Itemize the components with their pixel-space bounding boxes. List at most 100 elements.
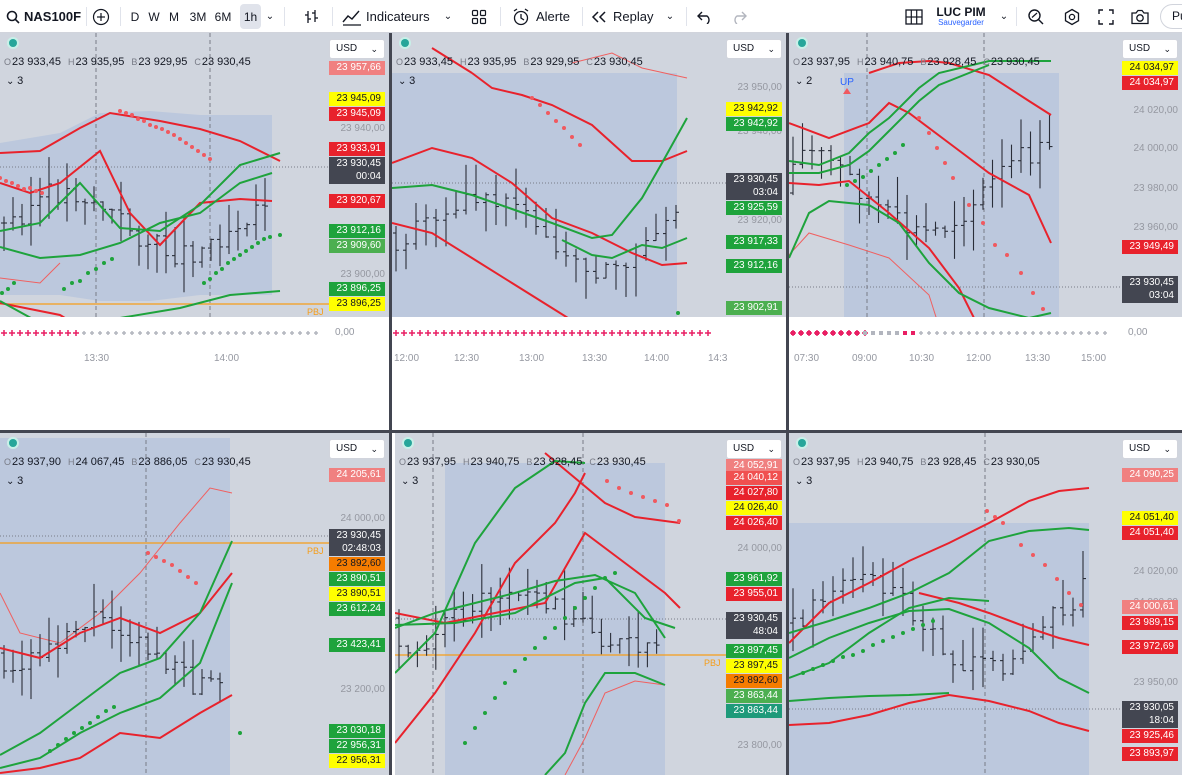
- save-layout-link[interactable]: Sauvegarder: [938, 17, 984, 27]
- currency-select[interactable]: USD ⌄: [329, 39, 385, 59]
- interval-w[interactable]: W: [148, 9, 160, 24]
- market-status-dot[interactable]: [9, 439, 17, 447]
- sar-dot-red: [148, 123, 152, 127]
- price-plot-area[interactable]: [789, 433, 1122, 775]
- settings-gear-icon[interactable]: [1060, 0, 1084, 33]
- time-axis[interactable]: 12:00 12:30 13:00 13:30 14:00 14:3: [392, 347, 786, 370]
- symbol-label[interactable]: NAS100F: [24, 9, 82, 24]
- undo-icon[interactable]: [694, 0, 716, 33]
- interval-1h[interactable]: 1h: [240, 4, 261, 29]
- snapshot-camera-icon[interactable]: [1128, 0, 1152, 33]
- green-band-line: [0, 152, 281, 233]
- currency-select[interactable]: USD ⌄: [1122, 39, 1178, 59]
- red-band-line: [789, 693, 1090, 732]
- time-axis[interactable]: 13:30 14:00: [0, 347, 389, 370]
- indicators-dropdown-icon[interactable]: ⌄: [443, 11, 453, 22]
- fullscreen-icon[interactable]: [1094, 0, 1118, 33]
- chart-pane-bottom-left[interactable]: 24 000,00 23 200,00 O23 937,90 H24 067,45 B2…: [0, 433, 389, 775]
- sar-dot-green: [202, 281, 206, 285]
- alert-clock-icon[interactable]: [508, 0, 534, 33]
- interval-dropdown-icon[interactable]: ⌄: [265, 11, 275, 22]
- compare-add-icon[interactable]: [90, 0, 112, 33]
- interval-6m[interactable]: 6M: [214, 9, 232, 24]
- replay-dropdown-icon[interactable]: ⌄: [665, 11, 675, 22]
- interval-3m[interactable]: 3M: [189, 9, 207, 24]
- replay-button[interactable]: Replay: [613, 9, 654, 24]
- market-status-dot[interactable]: [798, 439, 806, 447]
- ohlc-legend: O23 933,45 H23 935,95 B23 929,95 C23 930,45: [4, 56, 258, 68]
- pane-divider-vertical-2[interactable]: [786, 33, 789, 775]
- replay-icon[interactable]: [588, 0, 610, 33]
- price-plot-area[interactable]: [0, 33, 329, 317]
- pane-divider-vertical-1[interactable]: [389, 33, 392, 775]
- price-plot-area[interactable]: [0, 433, 329, 775]
- sar-dot-red: [665, 503, 669, 507]
- alert-button[interactable]: Alerte: [536, 9, 570, 24]
- indicator-collapse-toggle[interactable]: ⌄ 3: [398, 75, 415, 87]
- sar-dot-green: [503, 681, 507, 685]
- bar-style-icon[interactable]: [298, 0, 324, 33]
- time-axis[interactable]: 07:30 09:00 10:30 12:00 13:30 15:00: [789, 347, 1182, 370]
- price-tag-value: 23 930,45: [1129, 277, 1175, 288]
- price-level-tag: 24 051,40: [1122, 526, 1178, 540]
- price-tick-label: 23 900,00: [340, 269, 386, 280]
- interval-m[interactable]: M: [169, 9, 179, 24]
- price-tag-value: 23 942,92: [733, 103, 779, 114]
- sar-dot-red: [554, 119, 558, 123]
- sar-dot-red: [1041, 307, 1045, 311]
- layout-name-block[interactable]: LUC PIM Sauvegarder: [930, 0, 992, 33]
- price-plot-area[interactable]: [789, 33, 1122, 317]
- layout-dropdown-icon[interactable]: ⌄: [999, 11, 1009, 22]
- publish-button[interactable]: Pu: [1160, 4, 1182, 29]
- indicator-subpane[interactable]: 0,00: [0, 317, 389, 347]
- channel-fill: [0, 438, 230, 775]
- last-price-tag: 23 930,45 03:04: [726, 173, 782, 200]
- symbol-search-icon[interactable]: [4, 0, 22, 33]
- sar-dot-green: [911, 627, 915, 631]
- sar-dot-green: [493, 696, 497, 700]
- red-band-line: [471, 72, 688, 162]
- price-tag-value: 23 897,45: [733, 645, 779, 656]
- chart-pane-bottom-middle[interactable]: 24 000,00 23 800,00 O23 937,95 H23 940,75 B2…: [395, 433, 786, 775]
- market-status-dot[interactable]: [404, 439, 412, 447]
- chart-pane-top-right[interactable]: 24 020,00 24 000,00 23 980,00 23 960,00 O23 …: [789, 33, 1182, 370]
- indicator-collapse-toggle[interactable]: ⌄ 2: [795, 75, 812, 87]
- price-plot-area[interactable]: [392, 33, 726, 317]
- market-status-dot[interactable]: [401, 39, 409, 47]
- chart-pane-top-middle[interactable]: 23 950,00 23 940,00 23 920,00 O23 933,45 H23…: [392, 33, 786, 370]
- quick-search-icon[interactable]: [1024, 0, 1048, 33]
- sar-dot-green: [861, 175, 865, 179]
- price-level-tag: 23 925,46: [1122, 729, 1178, 743]
- indicator-collapse-toggle[interactable]: ⌄ 3: [6, 75, 23, 87]
- indicators-icon[interactable]: [340, 0, 364, 33]
- price-tick-label: 23 940,00: [340, 123, 386, 134]
- interval-d[interactable]: D: [130, 9, 140, 24]
- price-tag-value: 23 961,92: [733, 573, 779, 584]
- indicator-subpane[interactable]: [392, 317, 786, 347]
- redo-icon[interactable]: [728, 0, 750, 33]
- indicator-collapse-toggle[interactable]: ⌄ 3: [795, 475, 812, 487]
- market-status-dot[interactable]: [9, 39, 17, 47]
- market-status-dot[interactable]: [798, 39, 806, 47]
- green-band-line: [789, 692, 950, 702]
- currency-select[interactable]: USD ⌄: [1122, 439, 1178, 459]
- currency-select[interactable]: USD ⌄: [726, 39, 782, 59]
- indicator-subpane[interactable]: 0,00: [789, 317, 1182, 347]
- indicator-count: 3: [409, 75, 416, 87]
- price-tag-value: 23 920,67: [336, 195, 382, 206]
- currency-select[interactable]: USD ⌄: [329, 439, 385, 459]
- indicator-collapse-toggle[interactable]: ⌄ 3: [6, 475, 23, 487]
- ohlc-key: H: [856, 57, 864, 67]
- indicators-button[interactable]: Indicateurs: [366, 9, 430, 24]
- layout-grid-icon[interactable]: [902, 0, 926, 33]
- indicator-collapse-toggle[interactable]: ⌄ 3: [401, 475, 418, 487]
- sar-dot-red: [1031, 553, 1035, 557]
- pane-divider-horizontal[interactable]: [0, 430, 1182, 433]
- sar-dot-red: [170, 563, 174, 567]
- templates-icon[interactable]: [466, 0, 492, 33]
- ohlc-key: B: [920, 57, 927, 67]
- price-plot-area[interactable]: [395, 433, 726, 775]
- currency-select[interactable]: USD ⌄: [726, 439, 782, 459]
